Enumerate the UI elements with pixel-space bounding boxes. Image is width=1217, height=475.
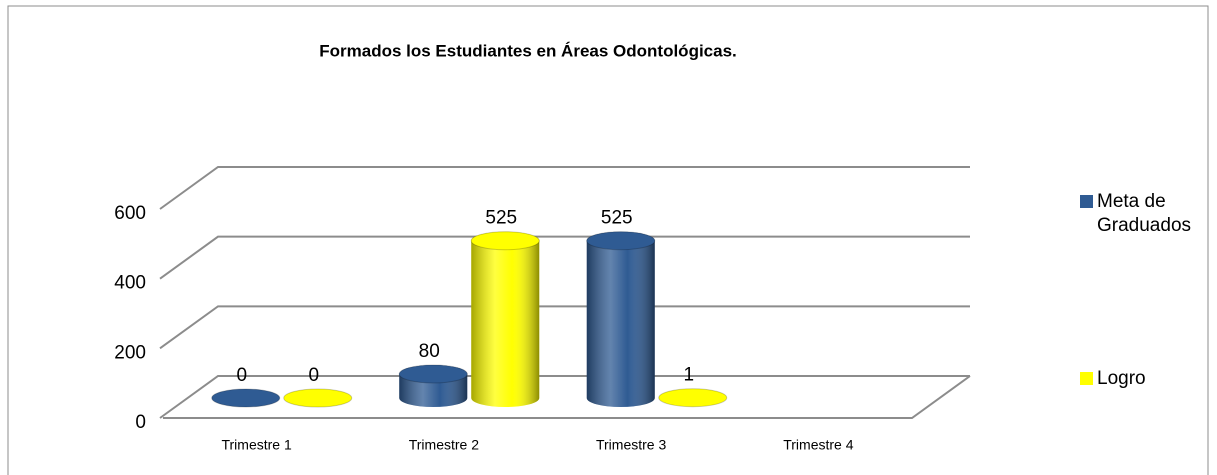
grid-line [159,375,970,419]
x-tick-label: Trimestre 1 [221,437,291,453]
data-label: 0 [236,365,247,386]
y-tick-label: 200 [114,342,146,363]
data-label: 525 [601,208,633,229]
y-tick-label: 600 [114,203,146,224]
legend-label: Logro [1097,368,1146,389]
bar-shading [586,231,655,407]
data-label: 80 [419,341,440,362]
y-tick-label: 400 [114,273,146,294]
y-tick-label: 0 [135,412,146,433]
legend-label: Meta de Graduados [1097,191,1192,236]
legend-swatch [1080,372,1093,385]
bar [658,388,728,408]
legend-swatch [1080,195,1093,208]
data-label: 0 [308,365,319,386]
grid-line [159,235,970,280]
floor-edge [163,375,971,419]
legend-item: Logro [1080,367,1205,391]
x-tick-label: Trimestre 4 [783,437,853,453]
bar-shading [471,231,540,407]
x-tick-label: Trimestre 2 [409,437,479,453]
bar-top [398,364,468,384]
data-label: 1 [683,365,694,386]
grid-line [159,166,970,210]
chart-frame [7,5,1209,475]
bar [211,388,281,408]
chart-title: Formados los Estudiantes en Áreas Odonto… [319,41,737,60]
bar-top [586,231,656,251]
grid-line [159,305,970,350]
bar-top [470,231,540,251]
legend-item: Meta de Graduados [1080,190,1205,238]
data-label: 525 [485,208,517,229]
bar [283,388,353,408]
x-tick-label: Trimestre 3 [596,437,666,453]
